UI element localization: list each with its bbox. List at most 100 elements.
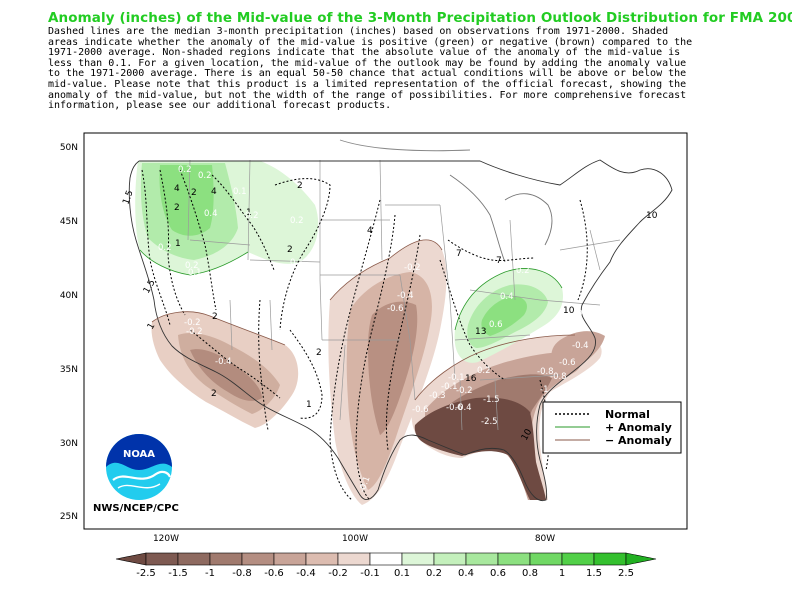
colorbar-swatch [209, 552, 243, 566]
anomaly-label: -0.8 [550, 372, 567, 382]
median-contour [141, 169, 171, 326]
anomaly-label: 0.4 [500, 292, 514, 302]
median-label: 1 [175, 239, 181, 249]
legend-plus-label: + Anomaly [605, 421, 672, 434]
noaa-logo-wave [112, 470, 172, 481]
anomaly-label: -0.2 [404, 263, 421, 273]
median-label: 10 [646, 211, 658, 221]
median-label: 16 [465, 374, 477, 384]
colorbar-label: -2.5 [136, 568, 156, 579]
colorbar-swatch [593, 552, 627, 566]
anomaly-label: -0.1 [448, 373, 465, 383]
anomaly-label: 0.2 [178, 165, 192, 175]
lat-label: 30N [60, 439, 78, 449]
colorbar-swatch [529, 552, 563, 566]
colorbar-swatch [465, 552, 499, 566]
lat-label: 25N [60, 512, 78, 522]
anomaly-label: 0.2 [516, 266, 530, 276]
anomaly-label: -0.4 [572, 341, 589, 351]
anomaly-label: -0.4 [215, 357, 232, 367]
median-label: 7 [456, 249, 462, 259]
coastlines [128, 139, 673, 502]
median-label: 7 [496, 256, 502, 266]
median-label: 2 [316, 348, 322, 358]
anomaly-label: -0.6 [559, 358, 576, 368]
colorbar-swatch [497, 552, 531, 566]
colorbar-swatch [401, 552, 435, 566]
median-label: 13 [475, 327, 486, 337]
anomaly-label: -0.1 [441, 382, 458, 392]
anomaly-region-east-coast [551, 331, 605, 370]
lat-label: 35N [60, 365, 78, 375]
anomaly-label: 0.2 [185, 261, 199, 271]
median-contour [159, 169, 186, 316]
anomaly-label: -0.6 [387, 304, 404, 314]
colorbar-swatch [561, 552, 595, 566]
median-contour [577, 199, 588, 301]
anomaly-label: -0.1 [408, 232, 425, 242]
description-line: 1971-2000 average. Non-shaded regions in… [48, 47, 681, 59]
colorbar-swatch [145, 552, 179, 566]
anomaly-label: 0.6 [489, 320, 503, 330]
median-label: 1 [146, 322, 158, 332]
lat-label: 45N [60, 217, 78, 227]
anomaly-label: -0.8 [537, 367, 554, 377]
negative-anomaly-shading [151, 239, 605, 505]
colorbar-label: -1.5 [168, 568, 188, 579]
anomaly-label: -2.5 [481, 417, 498, 427]
colorbar-label: -0.6 [264, 568, 284, 579]
median-label: 4 [367, 226, 373, 236]
colorbar-label: 0.2 [426, 568, 442, 579]
median-label: 1.5 [121, 189, 135, 206]
colorbar-swatch [273, 552, 307, 566]
lat-label: 40N [60, 291, 78, 301]
anomaly-label: -0.3 [429, 391, 446, 401]
noaa-logo: NOAA [106, 434, 172, 500]
anomaly-label: 0.2 [477, 366, 491, 376]
median-label: 2 [211, 389, 217, 399]
colorbar-swatch [177, 552, 211, 566]
anomaly-region-northwest-core [159, 165, 214, 236]
noaa-logo-text: NOAA [123, 449, 155, 460]
description-line: anomaly of the mid-value, but not the wi… [48, 89, 687, 101]
legend-normal-label: Normal [605, 408, 650, 421]
description-line: Dashed lines are the median 3-month prec… [48, 26, 669, 37]
description-line: areas indicate whether the anomaly of th… [48, 36, 693, 48]
lon-label: 80W [535, 534, 555, 544]
anomaly-label: -0.4 [455, 403, 472, 413]
description: Dashed lines are the median 3-month prec… [48, 26, 718, 112]
median-contour [289, 329, 323, 419]
median-contour [385, 234, 421, 451]
page-title: Anomaly (inches) of the Mid-value of the… [48, 10, 792, 26]
noaa-logo-wave-lower [117, 483, 161, 489]
anomaly-label: -1.5 [483, 395, 500, 405]
median-label: 1 [246, 208, 252, 218]
median-label: 2 [212, 312, 218, 322]
colorbar-label: 0.4 [458, 568, 474, 579]
noaa-logo-sky [106, 434, 172, 470]
anomaly-label: -0.4 [397, 291, 414, 301]
median-label: 2 [174, 203, 180, 213]
anomaly-label: 0.2 [290, 216, 304, 226]
anomaly-region-southwest-core [190, 349, 262, 401]
lon-label: 100W [342, 534, 368, 544]
median-label: 10 [563, 306, 575, 316]
anomaly-label: -0.2 [184, 318, 201, 328]
description-line: less than 0.1. For a given location, the… [48, 57, 687, 69]
colorbar-swatch [337, 552, 371, 566]
lon-label: 120W [153, 534, 179, 544]
median-contour [439, 259, 506, 381]
median-contour [274, 178, 331, 331]
colorbar-label: 2.5 [618, 568, 634, 579]
anomaly-label: -0.6 [412, 405, 429, 415]
colorbar-swatch [433, 552, 467, 566]
median-label: 2 [191, 188, 197, 198]
colorbar-label: -1 [205, 568, 215, 579]
anomaly-label: 0.1 [290, 258, 304, 268]
anomaly-contours [139, 239, 576, 401]
colorbar-label: -0.8 [232, 568, 252, 579]
median-label: 4 [211, 187, 217, 197]
colorbar-label: -0.1 [360, 568, 380, 579]
colorbar-label: 0.1 [394, 568, 410, 579]
